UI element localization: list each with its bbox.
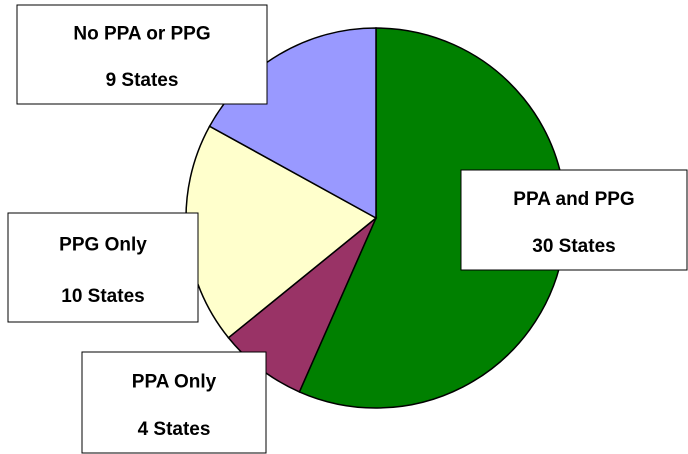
category-label: PPA and PPG [513, 189, 634, 210]
category-label: No PPA or PPG [73, 24, 210, 45]
value-label: 9 States [106, 70, 179, 91]
value-label: 4 States [138, 419, 211, 440]
value-label: 30 States [532, 236, 615, 257]
label-box [7, 212, 199, 323]
value-label: 10 States [61, 286, 144, 307]
label-box [460, 169, 688, 271]
category-label: PPG Only [59, 235, 147, 256]
category-label: PPA Only [132, 371, 217, 392]
label-box [81, 351, 267, 454]
label-box [16, 4, 268, 105]
